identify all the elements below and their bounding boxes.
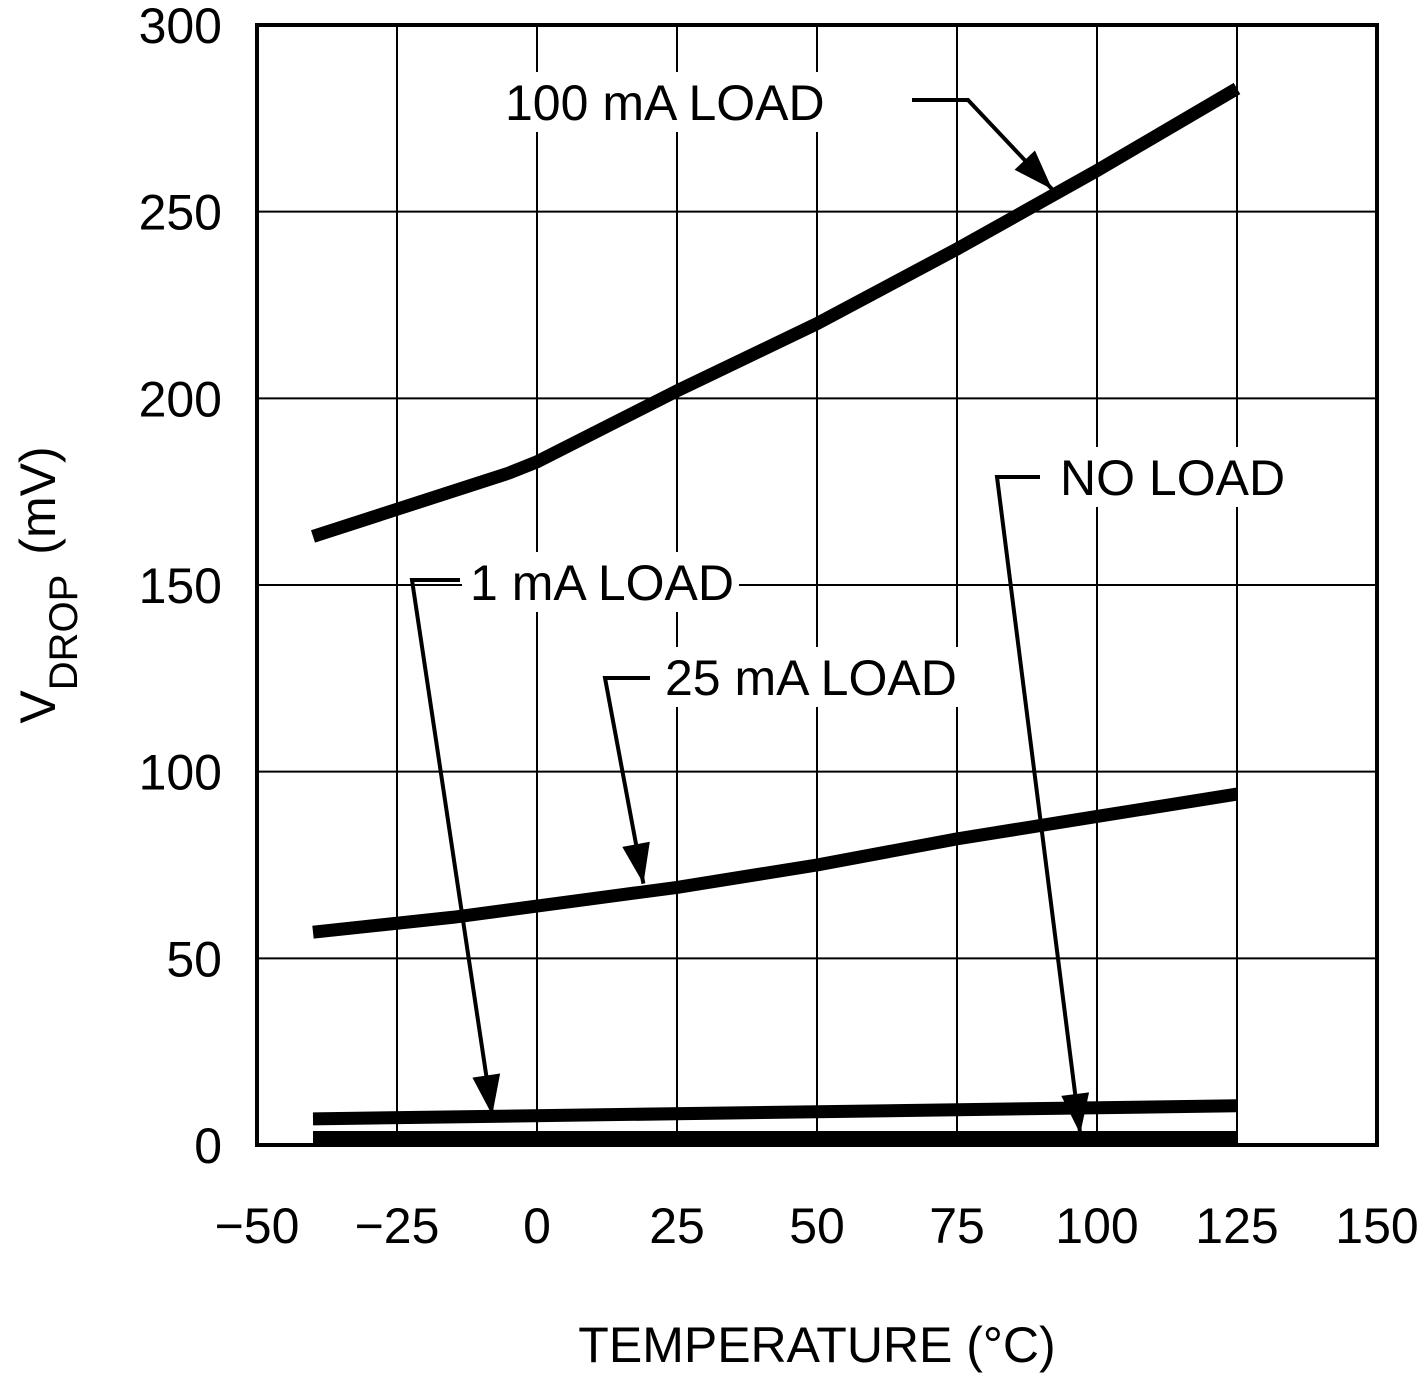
svg-text:VDROP(mV): VDROP (mV): [10, 446, 86, 723]
annotation-label: 100 mA LOAD: [505, 75, 825, 131]
arrowhead-icon: [1014, 150, 1053, 190]
y-tick-label: 150: [139, 558, 222, 614]
arrowhead-icon: [472, 1073, 501, 1116]
series-lines: [310, 82, 1241, 1145]
y-tick-labels: 0 50 100 150 200 250 300: [139, 0, 222, 1174]
y-label-sub: DROP: [42, 575, 86, 691]
annotation-label: 1 mA LOAD: [470, 555, 734, 611]
y-tick-label: 50: [166, 931, 222, 987]
x-tick-label: 50: [789, 1198, 845, 1254]
y-tick-label: 250: [139, 185, 222, 241]
plot-frame: [255, 23, 1379, 1147]
x-tick-label: 25: [649, 1198, 705, 1254]
grid: [256, 24, 1378, 1146]
annotation-leader: [994, 475, 1083, 1135]
x-axis-label: TEMPERATURE (°C): [578, 1317, 1055, 1373]
annotation-leader: [912, 98, 1054, 191]
x-tick-label: 100: [1055, 1198, 1138, 1254]
annotation-bg: [462, 552, 739, 612]
y-axis-label: VDROP (mV): [10, 446, 86, 723]
y-label-unit: (mV): [10, 446, 66, 554]
arrowhead-icon: [1061, 1092, 1090, 1134]
y-tick-label: 300: [139, 0, 222, 54]
annotation-bg: [657, 647, 963, 707]
series-line: [312, 787, 1239, 939]
annotation-label: NO LOAD: [1060, 450, 1285, 506]
x-tick-label: 150: [1335, 1198, 1418, 1254]
x-tick-label: −50: [215, 1198, 300, 1254]
annotation-label: 25 mA LOAD: [665, 650, 957, 706]
annotation-bg: [1052, 447, 1271, 507]
y-tick-label: 100: [139, 745, 222, 801]
x-tick-label: 75: [929, 1198, 985, 1254]
x-tick-labels: −50 −25 0 25 50 75 100 125 150: [215, 1198, 1419, 1254]
series-line: [312, 1099, 1238, 1126]
series-line: [310, 82, 1241, 543]
annotation-leader: [409, 578, 495, 1116]
annotation-leader: [602, 676, 650, 885]
x-tick-label: 0: [523, 1198, 551, 1254]
y-tick-label: 0: [194, 1118, 222, 1174]
annotations: 100 mA LOAD NO LOAD 1 mA LOAD 25 mA LOAD: [409, 72, 1285, 1135]
x-tick-label: 125: [1195, 1198, 1278, 1254]
annotation-bg: [497, 72, 832, 132]
y-label-main: V: [10, 690, 66, 724]
x-tick-label: −25: [355, 1198, 440, 1254]
arrowhead-icon: [622, 841, 650, 884]
y-tick-label: 200: [139, 371, 222, 427]
